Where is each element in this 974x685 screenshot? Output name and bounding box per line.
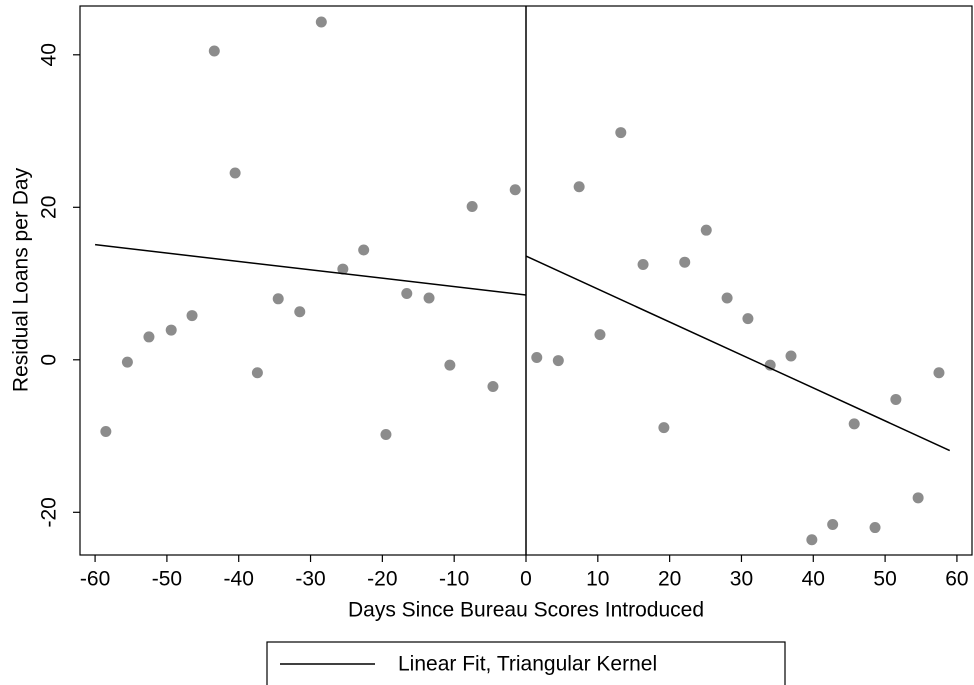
legend-label: Linear Fit, Triangular Kernel <box>398 653 657 676</box>
x-tick-label: -50 <box>152 568 182 591</box>
y-tick-label: 40 <box>38 43 61 66</box>
y-tick-label: 20 <box>38 196 61 219</box>
point <box>912 492 924 504</box>
point <box>933 367 945 379</box>
point <box>658 422 670 434</box>
point <box>380 429 392 441</box>
point <box>573 181 585 193</box>
y-tick-label: 0 <box>38 354 61 366</box>
point <box>487 380 499 392</box>
fit-line <box>94 243 951 452</box>
point <box>186 310 198 322</box>
point <box>531 352 543 364</box>
x-axis-title: Days Since Bureau Scores Introduced <box>348 599 704 622</box>
point <box>615 127 627 139</box>
x-tick-label: -60 <box>80 568 110 591</box>
x-tick-label: 40 <box>802 568 825 591</box>
point <box>165 324 177 336</box>
point <box>208 45 220 57</box>
point <box>764 359 776 371</box>
point <box>294 306 306 318</box>
point <box>272 293 284 305</box>
x-tick-label: -10 <box>439 568 469 591</box>
point <box>869 522 881 534</box>
x-tick-label: 60 <box>945 568 968 591</box>
point <box>337 263 349 275</box>
point <box>806 534 818 546</box>
point <box>700 224 712 236</box>
point <box>315 16 327 28</box>
x-tick-label: -30 <box>295 568 325 591</box>
x-tick-label: 20 <box>658 568 681 591</box>
x-tick-label: 30 <box>730 568 753 591</box>
point <box>785 350 797 362</box>
point <box>358 244 370 256</box>
legend-box <box>266 641 786 685</box>
point <box>229 167 241 179</box>
point <box>679 256 691 268</box>
point <box>100 425 112 437</box>
point <box>637 258 649 270</box>
y-axis-title: Residual Loans per Day <box>10 167 33 392</box>
point <box>594 329 606 341</box>
point <box>444 359 456 371</box>
x-tick-label: 0 <box>520 568 532 591</box>
point <box>721 292 733 304</box>
point <box>423 292 435 304</box>
x-tick-label: -20 <box>367 568 397 591</box>
point <box>848 418 860 430</box>
point <box>466 201 478 213</box>
point <box>827 519 839 530</box>
point <box>251 367 263 379</box>
point <box>890 393 902 405</box>
y-tick-label: -20 <box>38 497 61 527</box>
point <box>121 356 133 368</box>
x-tick-label: -40 <box>224 568 254 591</box>
x-tick-label: 10 <box>586 568 609 591</box>
point <box>401 287 413 299</box>
point <box>509 184 521 196</box>
point <box>143 331 155 343</box>
x-tick-label: 50 <box>873 568 896 591</box>
point <box>552 355 564 367</box>
point <box>742 313 754 325</box>
